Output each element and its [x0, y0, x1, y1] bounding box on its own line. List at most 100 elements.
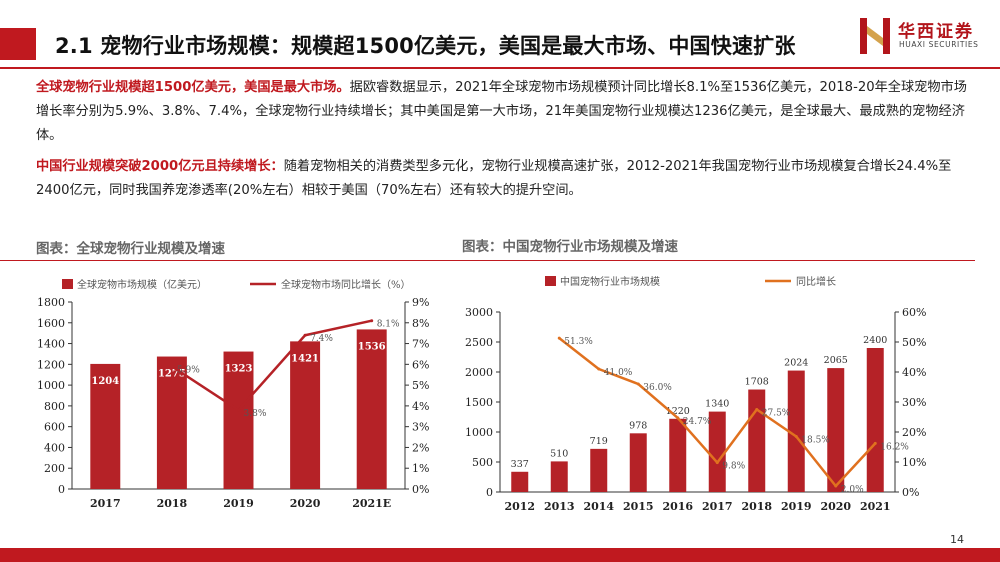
china-growth-point — [755, 408, 759, 411]
global-x-tick-label: 2020 — [290, 497, 321, 510]
global-bar — [90, 363, 121, 489]
paragraph-global: 全球宠物行业规模超1500亿美元，美国是最大市场。据欧睿数据显示，2021年全球… — [36, 76, 976, 148]
global-x-tick-label: 2017 — [90, 497, 121, 510]
china-growth-point — [597, 367, 601, 371]
china-x-tick-label: 2016 — [662, 500, 693, 513]
global-x-tick-label: 2018 — [157, 497, 188, 510]
global-y-tick-label: 0 — [58, 483, 65, 496]
global-growth-value-label: 7.4% — [310, 334, 333, 344]
china-growth-value-label: 18.5% — [801, 436, 830, 446]
global-bar-value-label: 1204 — [91, 376, 119, 387]
global-legend-bar-swatch — [62, 279, 73, 289]
global-growth-point — [237, 408, 240, 412]
china-bar-value-label: 1340 — [705, 399, 729, 410]
china-growth-value-label: 9.8% — [722, 462, 745, 472]
slide-title: 2.1 宠物行业市场规模：规模超1500亿美元，美国是最大市场、中国快速扩张 — [55, 34, 796, 58]
china-legend-bar-swatch — [545, 276, 556, 286]
china-growth-point — [834, 484, 838, 488]
logo-text-cn: 华西证券 — [898, 22, 974, 42]
china-x-tick-label: 2019 — [781, 500, 812, 513]
global-legend-line-label: 全球宠物市场同比增长（%） — [281, 278, 411, 291]
global-bar — [223, 351, 254, 489]
global-growth-value-label: 5.9% — [177, 365, 200, 375]
global-bar-value-label: 1536 — [358, 341, 386, 352]
global-y2-tick-label: 8% — [412, 317, 429, 330]
global-y-tick-label: 1600 — [37, 317, 65, 330]
china-bar-value-label: 2065 — [824, 355, 848, 366]
china-y2-tick-label: 10% — [902, 456, 926, 469]
china-bar-value-label: 2400 — [863, 335, 887, 346]
global-y2-tick-label: 0% — [412, 483, 429, 496]
china-y-tick-label: 3000 — [465, 306, 493, 319]
china-legend-bar-label: 中国宠物行业市场规模 — [560, 275, 660, 288]
china-growth-point — [873, 441, 877, 445]
paragraph-global-text: 据欧睿数据显示，2021年全球宠物市场规模预计同比增长8.1%至1536亿美元，… — [36, 80, 967, 143]
global-y-tick-label: 1800 — [37, 296, 65, 309]
china-y-tick-label: 2000 — [465, 366, 493, 379]
china-x-tick-label: 2020 — [820, 500, 851, 513]
header-divider — [0, 67, 1000, 69]
global-y-tick-label: 1200 — [37, 358, 65, 371]
global-y-tick-label: 200 — [44, 462, 65, 475]
china-bar — [669, 418, 687, 492]
huaxi-logo-icon — [860, 18, 890, 54]
chart-title-global: 图表：全球宠物行业规模及增速 — [36, 241, 225, 257]
global-growth-point — [303, 333, 307, 337]
slide-header: 2.1 宠物行业市场规模：规模超1500亿美元，美国是最大市场、中国快速扩张 华… — [0, 0, 1000, 69]
china-growth-value-label: 51.3% — [564, 337, 593, 347]
china-y2-tick-label: 40% — [902, 366, 926, 379]
paragraph-china-text: 随着宠物相关的消费类型多元化，宠物行业规模高速扩张，2012-2021年我国宠物… — [36, 159, 952, 198]
page-number: 14 — [950, 533, 964, 546]
china-growth-value-label: 2.0% — [841, 485, 864, 495]
china-bar-value-label: 978 — [629, 420, 647, 431]
global-y-tick-label: 800 — [44, 400, 65, 413]
china-x-tick-label: 2017 — [702, 500, 733, 513]
china-x-tick-label: 2013 — [544, 500, 575, 513]
global-y-tick-label: 400 — [44, 441, 65, 454]
china-y-tick-label: 1000 — [465, 426, 493, 439]
global-y-tick-label: 1400 — [37, 338, 65, 351]
china-bar-value-label: 719 — [590, 436, 608, 447]
global-bar-value-label: 1275 — [158, 369, 186, 380]
china-bar — [708, 411, 726, 492]
global-x-tick-label: 2019 — [223, 497, 254, 510]
global-bar — [290, 341, 321, 489]
company-logo: 华西证券 HUAXI SECURITIES — [858, 14, 988, 58]
paragraph-china: 中国行业规模突破2000亿元且持续增长：随着宠物相关的消费类型多元化，宠物行业规… — [36, 155, 976, 203]
china-growth-value-label: 27.5% — [762, 409, 791, 419]
china-x-tick-label: 2018 — [741, 500, 772, 513]
china-x-tick-label: 2015 — [623, 500, 654, 513]
china-y-tick-label: 0 — [486, 486, 493, 499]
global-x-tick-label: 2021E — [352, 497, 391, 510]
china-bar — [590, 448, 608, 492]
china-legend-line-label: 同比增长 — [796, 275, 836, 288]
china-bar — [827, 368, 845, 492]
china-bar — [629, 433, 647, 492]
china-y-tick-label: 500 — [472, 456, 493, 469]
china-bar-value-label: 1708 — [745, 377, 769, 388]
china-growth-value-label: 36.0% — [643, 383, 672, 393]
global-growth-point — [170, 364, 174, 368]
china-growth-value-label: 16.2% — [880, 442, 909, 452]
china-bar-value-label: 337 — [511, 459, 529, 470]
china-growth-point — [676, 416, 680, 420]
china-bar — [866, 348, 884, 492]
global-growth-line — [171, 319, 372, 412]
global-y-tick-label: 600 — [44, 421, 65, 434]
global-y2-tick-label: 9% — [412, 296, 429, 309]
global-growth-value-label: 8.1% — [377, 320, 400, 330]
global-bar-value-label: 1323 — [225, 364, 253, 375]
china-x-tick-label: 2012 — [504, 500, 535, 513]
logo-text-en: HUAXI SECURITIES — [899, 40, 979, 49]
global-y2-tick-label: 1% — [412, 462, 429, 475]
global-y2-tick-label: 3% — [412, 421, 429, 434]
global-y2-tick-label: 2% — [412, 441, 429, 454]
china-bar — [748, 389, 766, 492]
global-growth-value-label: 3.8% — [244, 409, 267, 419]
china-growth-point — [557, 336, 561, 340]
china-x-tick-label: 2014 — [583, 500, 614, 513]
global-growth-point — [370, 319, 374, 323]
china-y2-tick-label: 0% — [902, 486, 919, 499]
china-bar — [550, 461, 568, 492]
global-bar — [156, 356, 187, 489]
